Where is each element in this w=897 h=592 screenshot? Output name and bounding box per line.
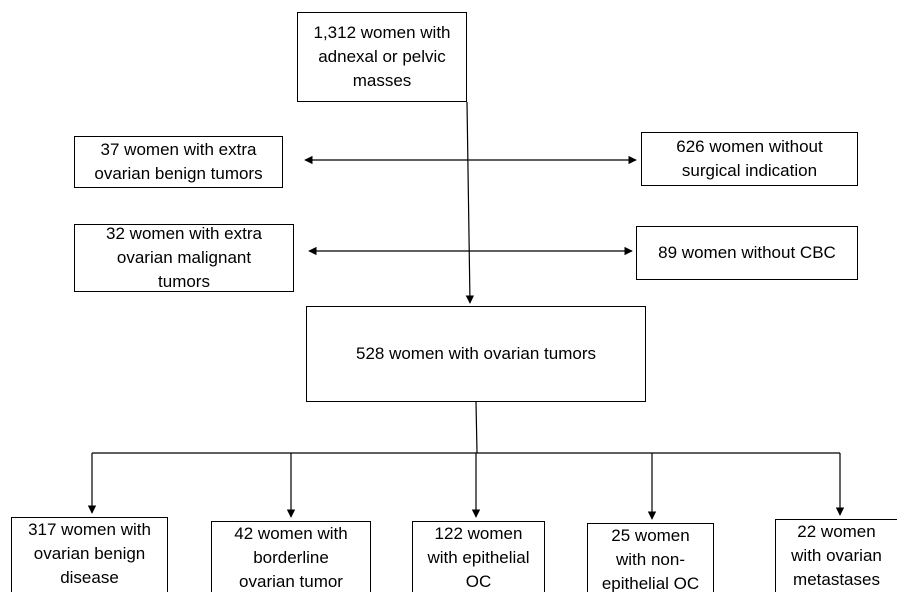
node-box: 122 women with epithelial OC	[412, 521, 545, 592]
node-box: 317 women with ovarian benign disease	[11, 517, 168, 592]
node-box: 89 women without CBC	[636, 226, 858, 280]
line	[475, 401, 478, 454]
node-box: 25 women with non-epithelial OC	[587, 523, 714, 592]
node-box: 32 women with extra ovarian malignant tu…	[74, 224, 294, 292]
arrow	[465, 101, 475, 304]
node-box: 528 women with ovarian tumors	[306, 306, 646, 402]
node-box: 1,312 women with adnexal or pelvic masse…	[297, 12, 467, 102]
node-box: 22 women with ovarian metastases	[775, 519, 897, 592]
node-box: 626 women without surgical indication	[641, 132, 858, 186]
node-box: 42 women with borderline ovarian tumor	[211, 521, 371, 592]
node-box: 37 women with extra ovarian benign tumor…	[74, 136, 283, 188]
